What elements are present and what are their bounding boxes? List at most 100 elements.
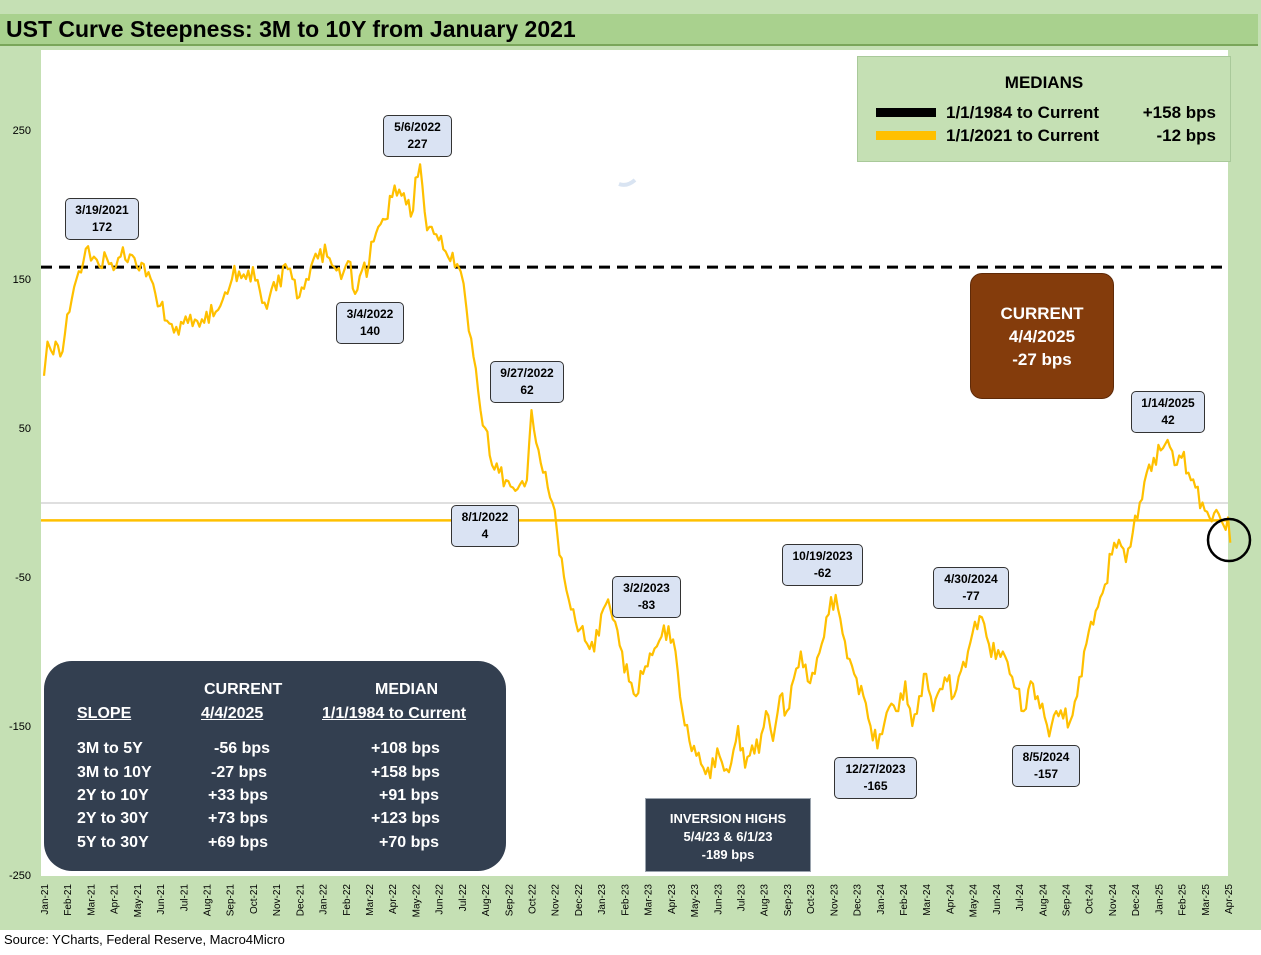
x-tick-label: Jan-25 [1154,884,1165,915]
x-tick-label: Jul-21 [179,884,190,912]
inversion-highs-box: INVERSION HIGHS 5/4/23 & 6/1/23 -189 bps [645,798,811,872]
current-point-circle [1206,517,1252,563]
x-tick-label: Sep-23 [783,884,794,917]
callout-mar-2023: 3/2/2023 -83 [612,576,681,618]
callout-date: 4/30/2024 [944,572,998,586]
x-tick-label: Jan-21 [40,884,51,915]
legend-value: +158 bps [1142,103,1216,122]
x-tick-label: Jan-23 [597,884,608,915]
legend-swatch-gold [876,131,936,140]
callout-value: -62 [813,566,832,580]
x-tick-label: Apr-23 [667,884,678,914]
x-tick-label: Dec-23 [853,884,864,917]
x-tick-label: Dec-21 [295,884,306,917]
x-tick-label: Jan-22 [319,884,330,915]
subheader-slope: SLOPE [77,705,132,722]
row-median: +123 bps [371,810,440,827]
callout-date: 3/19/2021 [75,203,129,217]
x-tick-label: Mar-23 [644,884,655,916]
medians-legend: MEDIANS 1/1/1984 to Current +158 bps 1/1… [857,56,1231,162]
x-tick-label: Nov-21 [272,884,283,917]
y-axis: 250 150 50 -50 -150 -250 [9,125,31,882]
row-median: +108 bps [371,740,440,757]
callout-date: 10/19/2023 [792,549,853,563]
x-tick-label: Feb-21 [63,884,74,916]
subheader-median: 1/1/1984 to Current [322,705,467,722]
row-slope: 2Y to 30Y [77,810,149,827]
current-date: 4/4/2025 [1008,327,1076,346]
x-tick-label: May-23 [690,884,701,918]
row-slope: 5Y to 30Y [77,834,149,851]
callout-value: 62 [520,383,534,397]
x-tick-label: Feb-25 [1178,884,1189,916]
x-tick-label: Jul-22 [458,884,469,912]
x-tick-label: Apr-21 [110,884,121,914]
inversion-title: INVERSION HIGHS [669,811,787,826]
row-median: +158 bps [371,764,440,781]
legend-value: -12 bps [1156,126,1216,145]
x-axis: Jan-21 Feb-21 Mar-21 Apr-21 May-21 Jun-21 Jul-… [40,884,1235,918]
series-line-3m-10y [42,163,1232,780]
y-tick-label: 50 [19,423,31,435]
x-tick-label: Jul-23 [736,884,747,912]
legend-label: 1/1/1984 to Current [946,103,1100,122]
x-tick-label: Sep-21 [226,884,237,917]
x-tick-label: Jun-23 [713,884,724,915]
x-tick-label: Mar-21 [86,884,97,916]
callout-value: -157 [1033,767,1059,781]
callout-date: 12/27/2023 [845,762,906,776]
callout-value: -83 [637,598,656,612]
title-bar: UST Curve Steepness: 3M to 10Y from Janu… [0,14,1258,46]
inversion-dates: 5/4/23 & 6/1/23 [683,829,773,844]
callout-value: -77 [962,589,980,603]
callout-peak-2022: 5/6/2022 227 [383,115,452,157]
callout-aug-2022: 8/1/2022 4 [451,505,519,547]
row-current: -56 bps [214,740,271,757]
x-tick-label: Sep-24 [1061,884,1072,917]
y-tick-label: 250 [13,125,31,137]
x-tick-label: Feb-23 [620,884,631,916]
x-tick-label: Oct-21 [249,884,260,914]
callout-oct-2023: 10/19/2023 -62 [782,544,863,586]
x-tick-label: Aug-24 [1038,884,1049,917]
x-tick-label: Jun-24 [992,884,1003,915]
header-current: CURRENT [204,681,283,698]
x-tick-label: Nov-23 [829,884,840,917]
callout-peak-2021: 3/19/2021 172 [65,198,139,240]
callout-value: 172 [91,220,113,234]
x-tick-label: Mar-24 [922,884,933,916]
y-tick-label: 150 [13,274,31,286]
x-tick-label: Jul-24 [1015,884,1026,912]
y-tick-label: -250 [9,870,31,882]
x-tick-label: Aug-22 [481,884,492,917]
x-tick-label: Feb-24 [899,884,910,916]
x-tick-label: Jun-21 [156,884,167,915]
callout-aug-2024: 8/5/2024 -157 [1012,745,1080,787]
x-tick-label: May-21 [133,884,144,918]
chart-title: UST Curve Steepness: 3M to 10Y from Janu… [6,16,576,42]
callout-date: 5/6/2022 [394,120,441,134]
x-tick-label: Oct-22 [528,884,539,914]
x-tick-label: Dec-24 [1131,884,1142,917]
callout-date: 1/14/2025 [1141,396,1195,410]
x-tick-label: Jan-24 [876,884,887,915]
x-tick-label: Apr-24 [945,884,956,914]
x-tick-label: Feb-22 [342,884,353,916]
median-lines [41,265,1228,522]
row-slope: 2Y to 10Y [77,787,149,804]
legend-swatch-black [876,108,936,117]
callout-date: 9/27/2022 [500,366,554,380]
current-label: CURRENT [1000,304,1084,323]
x-tick-label: Jun-22 [435,884,446,915]
callout-value: 227 [407,137,428,151]
callout-value: -165 [863,779,888,793]
row-slope: 3M to 5Y [77,740,143,757]
x-tick-label: Oct-23 [806,884,817,914]
current-value: -27 bps [1012,350,1072,369]
legend-label: 1/1/2021 to Current [946,126,1100,145]
x-tick-label: Nov-22 [551,884,562,917]
row-median: +70 bps [379,834,440,851]
callout-apr-2024: 4/30/2024 -77 [933,567,1009,609]
slope-table: CURRENT MEDIAN SLOPE 4/4/2025 1/1/1984 t… [44,661,506,871]
row-current: +73 bps [208,810,269,827]
